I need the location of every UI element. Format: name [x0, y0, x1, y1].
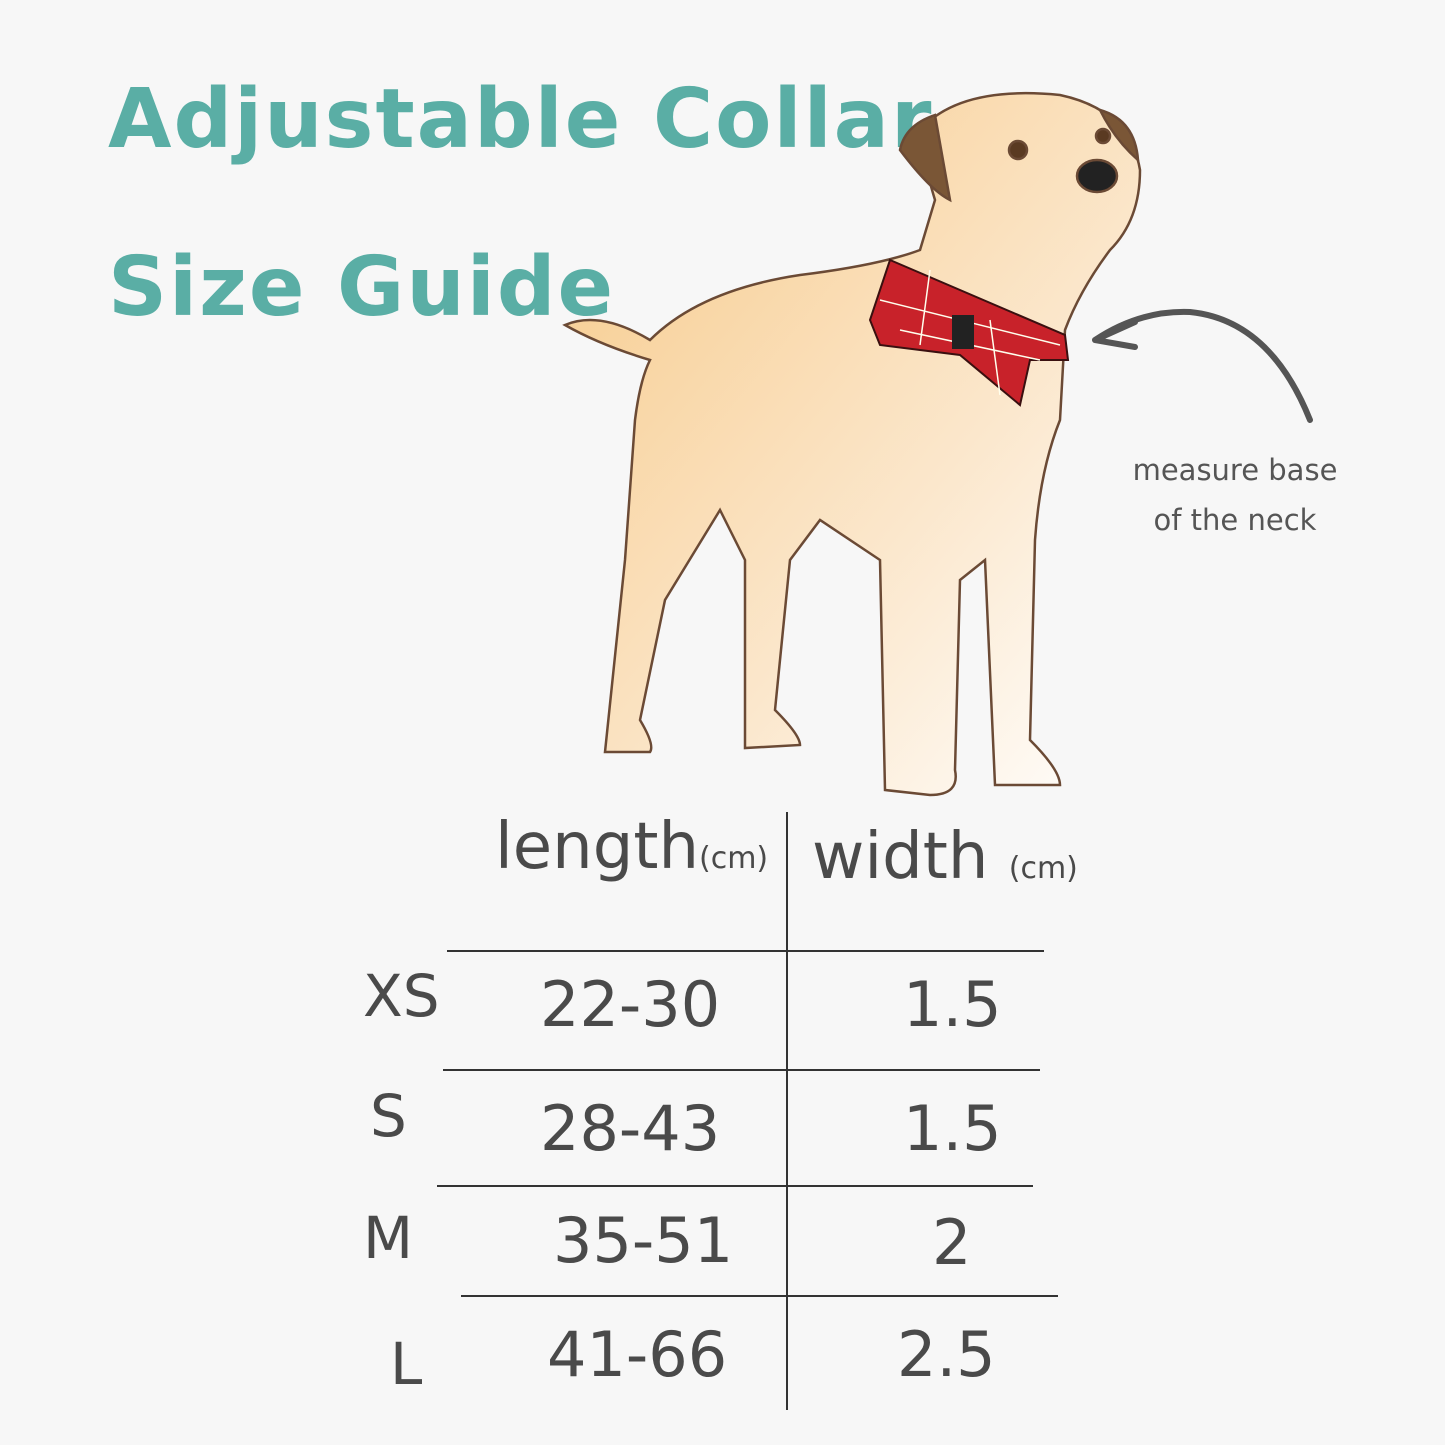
dog-illustration — [562, 91, 1313, 797]
header-width: width (cm) — [812, 820, 1078, 894]
width-value: 1.5 — [903, 968, 1002, 1041]
header-length-label: length — [495, 810, 699, 884]
length-value: 41-66 — [547, 1318, 728, 1391]
annotation-line-2: of the neck — [1153, 503, 1317, 537]
title-line-1: Adjustable Collar — [108, 72, 934, 167]
width-value: 2 — [932, 1206, 972, 1279]
length-value: 28-43 — [540, 1092, 721, 1165]
header-length: length(cm) — [495, 810, 768, 884]
measure-annotation: measure base of the neck — [1110, 445, 1360, 545]
width-value: 1.5 — [903, 1092, 1002, 1165]
dog-icon — [562, 91, 1142, 797]
size-label: M — [363, 1204, 414, 1272]
tartan-bow-tie-icon — [868, 258, 1070, 407]
header-length-unit: (cm) — [699, 841, 769, 876]
row-divider — [447, 950, 1044, 952]
size-label: L — [390, 1330, 423, 1398]
header-width-label: width — [812, 820, 989, 894]
length-value: 35-51 — [553, 1204, 734, 1277]
title-line-2: Size Guide — [108, 240, 616, 335]
size-label: S — [370, 1082, 407, 1150]
row-divider — [443, 1069, 1040, 1071]
length-value: 22-30 — [540, 968, 721, 1041]
row-divider — [461, 1295, 1058, 1297]
curved-arrow-icon — [1092, 308, 1313, 423]
width-value: 2.5 — [897, 1318, 996, 1391]
header-width-unit: (cm) — [1008, 851, 1078, 886]
annotation-line-1: measure base — [1132, 453, 1338, 487]
row-divider — [437, 1185, 1033, 1187]
column-divider — [786, 812, 788, 1410]
size-label: XS — [363, 962, 440, 1030]
